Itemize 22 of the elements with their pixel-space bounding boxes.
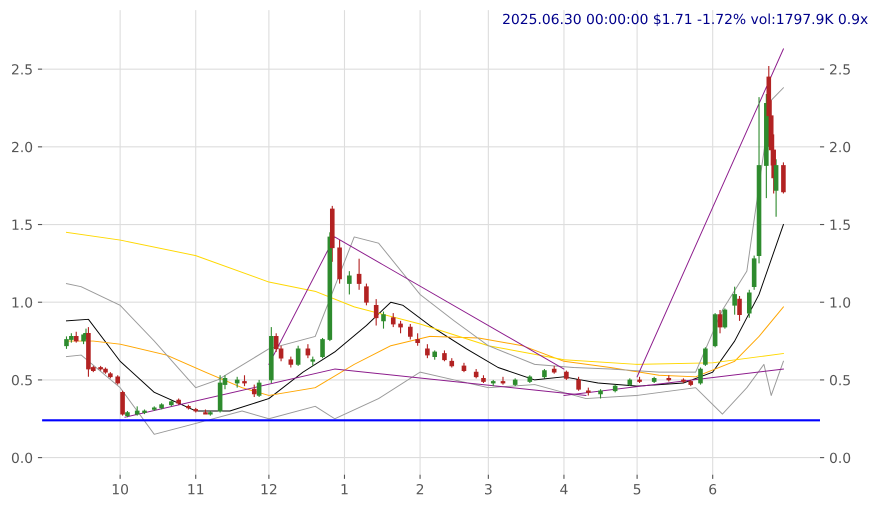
x-tick-label: 4 — [560, 484, 568, 494]
y-tick-label: 1.0 — [12, 297, 32, 308]
y-tick-label: 2.5 — [12, 64, 32, 75]
y2-tick-label: 2.5 — [830, 64, 850, 75]
y-tick-label: 0.5 — [12, 374, 32, 386]
y2-tick-label: 0.5 — [830, 374, 850, 386]
x-tick-label: 1 — [342, 484, 348, 494]
x-tick-label: 6 — [709, 484, 716, 494]
x-tick-label: 5 — [634, 484, 640, 494]
x-tick-label: 10 — [112, 484, 128, 494]
x-tick-label: 2 — [416, 484, 424, 494]
y2-tick-label: 1.5 — [830, 220, 850, 230]
x-tick-label: 3 — [484, 484, 492, 494]
y-tick-label: 1.5 — [12, 220, 32, 230]
x-tick-label: 12 — [262, 484, 276, 494]
x-tick-label: 11 — [188, 484, 204, 494]
y2-tick-label: 2.0 — [830, 142, 850, 152]
y-tick-label: 2.0 — [12, 142, 32, 152]
y2-tick-label: 0.0 — [830, 452, 850, 464]
chart-title: 2025.06.30 00:00:00 $1.71 -1.72% vol:1797.9K 0.9x — [503, 13, 868, 26]
y-tick-label: 0.0 — [12, 452, 32, 464]
y2-tick-label: 1.0 — [830, 297, 850, 308]
